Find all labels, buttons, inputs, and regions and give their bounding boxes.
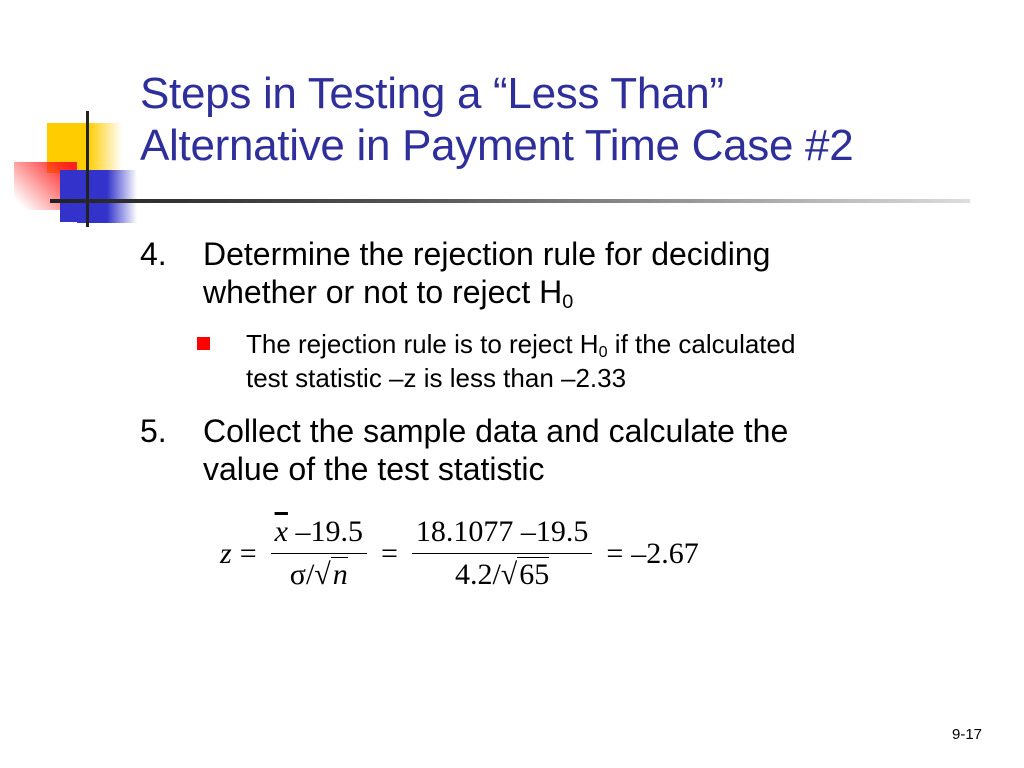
title-line-2: Alternative in Payment Time Case #2 [140, 121, 854, 170]
fraction-denominator: 4.2/√65 [451, 554, 553, 592]
x-bar: x [274, 515, 288, 548]
n-value: 65 [517, 557, 550, 591]
formula-equals: = [606, 536, 624, 570]
subscript: 0 [598, 343, 608, 362]
fraction-numerator: x –19.5 [270, 515, 367, 554]
formula-fraction-numeric: 18.1077 –19.5 4.2/√65 [411, 515, 593, 592]
sigma-value: 4.2 [454, 558, 493, 591]
slide-title: Steps in Testing a “Less Than” Alternati… [140, 68, 854, 172]
z-formula: z = x –19.5 σ/√n = 18.1077 –19.5 4.2/√65… [220, 515, 699, 592]
sigma: σ [289, 558, 306, 591]
formula-equals: = [239, 536, 257, 570]
slash: / [305, 558, 315, 591]
formula-result: –2.67 [631, 536, 699, 570]
subbullet-text-a: The rejection rule is to reject H [246, 329, 599, 359]
n: n [330, 557, 348, 591]
subbullet-text-b: if the calculated [607, 329, 796, 359]
item-5-line-1: Collect the sample data and calculate th… [203, 413, 789, 449]
title-underline [50, 199, 970, 203]
formula-equals: = [380, 536, 398, 570]
slash: / [492, 558, 501, 591]
item-5-number: 5. [140, 413, 167, 449]
sqrt-icon: √ [500, 558, 518, 591]
item-4-line-2: whether or not to reject H0 [203, 273, 770, 313]
fraction-denominator: σ/√n [286, 554, 352, 592]
item-5-line-2: value of the test statistic [203, 451, 545, 487]
item-4-number: 4. [140, 236, 167, 272]
title-line-1: Steps in Testing a “Less Than” [140, 69, 724, 118]
formula-z: z [220, 536, 232, 570]
subscript: 0 [562, 290, 574, 313]
item-5-text: Collect the sample data and calculate th… [203, 412, 788, 488]
fraction-numerator: 18.1077 –19.5 [411, 515, 593, 554]
subbullet-line-1: The rejection rule is to reject H0 if th… [246, 327, 795, 361]
subbullet-text: The rejection rule is to reject H0 if th… [246, 327, 795, 395]
bullet-square-icon [197, 337, 210, 350]
formula-fraction-symbolic: x –19.5 σ/√n [270, 515, 367, 592]
item-4-text: Determine the rejection rule for decidin… [203, 235, 771, 313]
page-number: 9-17 [952, 726, 983, 743]
item-4-line-2-text: whether or not to reject H [203, 274, 563, 310]
sqrt-icon: √ [314, 558, 331, 591]
subbullet-line-2: test statistic –z is less than –2.33 [246, 363, 627, 393]
item-4-line-1: Determine the rejection rule for decidin… [203, 236, 771, 272]
numerator-rest: –19.5 [287, 515, 363, 548]
